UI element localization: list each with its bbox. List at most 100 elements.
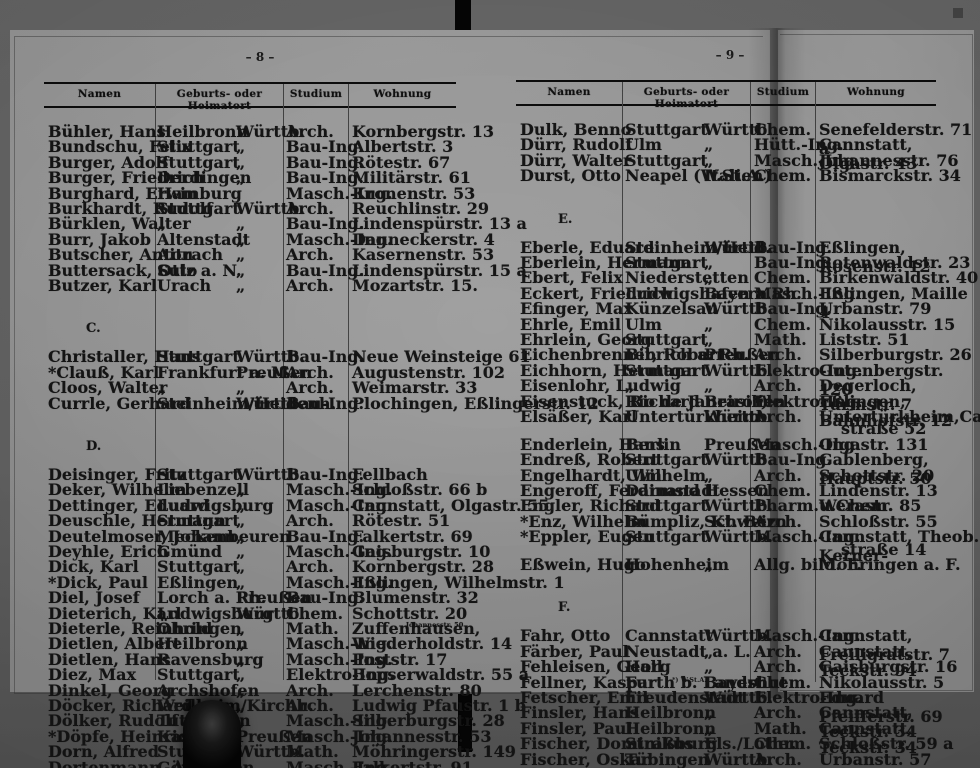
cell-name: Butscher, Anton	[48, 245, 194, 265]
cell-address: Birkenwaldstr. 40	[819, 268, 979, 288]
cell-address: Möhringen a. F.	[819, 555, 961, 574]
binder-clip-top	[455, 0, 471, 30]
cell-study: Elektro-Ing.	[754, 360, 863, 380]
cell-state: „	[236, 511, 246, 531]
cell-birthplace: Furth b. Landshut	[625, 672, 788, 692]
cell-birthplace: Stuttgart	[157, 347, 240, 367]
cell-address: Silberburgstr. 28	[352, 711, 505, 731]
cell-state: Preußen	[704, 345, 781, 365]
cell-name: Dieterle, Reinhold	[48, 619, 213, 638]
cell-name: Enderlein, Hans	[520, 434, 665, 454]
cell-state: Württb.	[704, 527, 773, 547]
cell-address: Danneckerstr. 4	[352, 229, 495, 249]
cell-study: Bau-Ing.	[286, 347, 365, 367]
cell-address: Eßlingen, Maille 4	[819, 283, 968, 322]
cell-name: Currle, Gerhard	[48, 393, 191, 413]
cell-state: „	[236, 152, 246, 172]
cell-address: Cannstatt, Olgastr. 55	[352, 495, 550, 515]
cell-birthplace: Stuttgart	[625, 496, 708, 516]
cell-state: „	[704, 765, 713, 768]
cell-name: Eßwein, Hugo	[520, 555, 646, 574]
cell-birthplace: Neapel (W.St.A.)	[625, 166, 772, 186]
cell-birthplace: Heilbronn	[625, 718, 717, 738]
cell-name: Dürr, Walter	[520, 150, 632, 170]
cell-address: Eßlingen, Wilhelmstr. 1	[352, 572, 565, 592]
cell-birthplace: Heilbronn	[625, 703, 717, 723]
cell-birthplace: Gmünd	[157, 542, 223, 561]
cell-address: Gaisburgstr. 16	[819, 657, 958, 677]
section-letter: D.	[86, 439, 102, 454]
cell-address: Schloßstr. 55	[819, 511, 938, 531]
cell-study: Hütt.-Ing.	[754, 135, 844, 155]
binder-clip-bottom	[458, 694, 472, 752]
cell-study: Masch.-Ing.	[754, 527, 861, 547]
cell-name: Dulk, Benno	[520, 120, 632, 139]
cell-name: *Clauß, Karl	[48, 362, 160, 382]
cell-birthplace: Meckenbeuren	[157, 526, 291, 546]
cell-address: Neue Weinsteige 61	[352, 347, 531, 367]
cell-state: „	[704, 150, 714, 170]
cell-state: Preußen	[236, 588, 313, 608]
cell-birthplace: Künzelsau	[625, 299, 719, 319]
cell-state: „	[704, 703, 714, 723]
cell-state: „	[236, 495, 246, 515]
cell-name: Eichenbrenner, Robert	[520, 345, 725, 365]
cell-name: Eberlein, Hermann	[520, 253, 692, 272]
cell-study: Chem.	[286, 603, 344, 623]
cell-address: Cannstatt, Teckstr. 34	[819, 718, 917, 757]
cell-address: Lerchenstr. 80	[352, 680, 482, 700]
cell-name: Diez, Max	[48, 665, 136, 685]
cell-study: Bau-Ing.	[286, 168, 365, 188]
cell-study: Chem.	[754, 481, 812, 500]
col-header-ort-right: Geburts- oder Heimatort	[643, 86, 730, 110]
cell-address: Cannstatt, Teckstr. 34	[819, 703, 917, 742]
cell-birthplace: Altenstadt	[157, 229, 251, 249]
cell-address: Schottstr. 20	[352, 603, 468, 623]
cell-state: „	[704, 718, 714, 738]
cell-address: Nikolausstr. 5	[819, 672, 945, 692]
cell-address: Silberburgstr. 26	[819, 345, 972, 365]
cell-name: Deuschle, Hermann	[48, 511, 226, 531]
cell-state: „	[236, 526, 246, 546]
cell-name: Dürr, Rudolf	[520, 135, 633, 155]
cell-birthplace: Archshofen	[157, 681, 259, 700]
cell-study: Arch.	[754, 511, 802, 531]
cell-address: Fellbach	[352, 465, 428, 484]
col-header-wohnung-left: Wohnung	[373, 88, 432, 100]
cell-birthplace: Hall	[625, 657, 663, 677]
cell-study: Bau-Ing.	[286, 137, 365, 157]
cell-address: Cannstatt, Teckstr. 94	[819, 641, 917, 680]
cell-state: „	[704, 268, 714, 288]
cell-study: Bau-Ing.	[286, 526, 365, 546]
cell-birthplace: Ulm	[625, 465, 662, 485]
cell-state: Schweiz	[704, 511, 777, 531]
cell-address: Eßlingen, Rosenstr. 12	[819, 237, 931, 276]
cell-state: Italien	[704, 166, 764, 186]
cell-study: Arch.	[286, 276, 334, 295]
cell-birthplace: Stuttgart	[157, 465, 240, 484]
cell-study: Elektro-Ing.	[754, 391, 863, 411]
cell-address: Reuchlinstr. 29	[352, 199, 490, 218]
page-left-paper	[10, 30, 770, 692]
cell-name: Eckert, Friedrich	[520, 283, 673, 303]
cell-birthplace: Ludwigsburg	[157, 603, 274, 623]
cell-study: Arch.	[286, 511, 334, 531]
cell-name: Cloos, Walter	[48, 378, 168, 398]
cell-birthplace: Darmstadt	[625, 481, 720, 500]
cell-name: Deyhle, Erich	[48, 542, 169, 561]
cell-address-line2: straße 14	[841, 539, 927, 559]
cell-address: Rötestr. 67	[352, 152, 451, 172]
cell-name: Dietlen, Albert	[48, 634, 181, 654]
cell-birthplace: Stuttgart	[157, 199, 240, 218]
cell-address: Rötestr. 51	[352, 511, 451, 531]
cell-birthplace: Derdingen	[157, 168, 252, 188]
cell-birthplace: Stuttgart	[157, 665, 240, 685]
cell-birthplace: Ludwigsburg	[157, 495, 274, 515]
cell-birthplace: Sulz a. N.	[157, 260, 242, 280]
cell-study: Bau-Ing.	[754, 450, 833, 470]
cell-address: Gutenbergstr. 120	[819, 360, 944, 399]
cell-name: Dettinger, Eduard	[48, 495, 210, 515]
cell-address: Kasernenstr. 53	[352, 245, 495, 265]
cell-address: Kornbergstr. 13	[352, 122, 495, 141]
cell-birthplace: „	[625, 376, 635, 396]
